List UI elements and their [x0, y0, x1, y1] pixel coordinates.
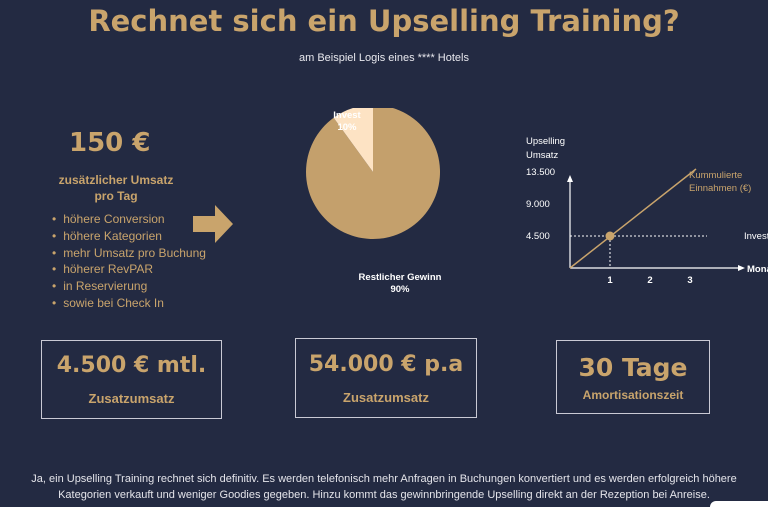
pie-slice-restlicher-gewinn	[306, 108, 440, 239]
break-even-point	[605, 231, 615, 241]
amount-desc-line2: pro Tag	[94, 189, 138, 203]
pie-label-gain-name: Restlicher Gewinn	[359, 272, 442, 283]
y-tick-label: 4.500	[526, 231, 550, 242]
annual-revenue-box: 54.000 € p.a Zusatzumsatz	[295, 338, 477, 418]
x-axis-label: Monate	[747, 264, 768, 275]
annual-revenue-label: Zusatzumsatz	[343, 389, 429, 405]
amortization-box: 30 Tage Amortisationszeit	[556, 340, 710, 414]
monthly-revenue-label: Zusatzumsatz	[88, 391, 175, 406]
daily-amount: 150 €	[69, 128, 151, 158]
x-axis-arrowhead	[738, 265, 745, 271]
corner-tab	[710, 501, 768, 507]
annual-revenue-value: 54.000 € p.a	[308, 351, 464, 377]
pie-slice-invest	[333, 108, 373, 172]
benefit-item: in Reservierung	[52, 278, 206, 295]
amortization-value: 30 Tage	[578, 352, 688, 382]
benefit-item: höhere Kategorien	[52, 228, 206, 245]
benefit-item: mehr Umsatz pro Buchung	[52, 245, 206, 262]
y-axis-label-line2: Umsatz	[526, 150, 558, 161]
y-axis-arrowhead	[567, 175, 573, 182]
amount-desc-line1: zusätzlicher Umsatz	[58, 173, 174, 187]
series-line-kummulierte-einnahmen	[569, 168, 697, 269]
arrow-right-icon	[193, 205, 233, 243]
benefits-list: höhere Conversion höhere Kategorien mehr…	[52, 211, 206, 312]
series-label-line2: Einnahmen (€)	[689, 183, 751, 194]
x-tick-label: 3	[687, 275, 692, 286]
monthly-revenue-box: 4.500 € mtl. Zusatzumsatz	[41, 340, 222, 419]
amortization-label: Amortisationszeit	[582, 387, 684, 402]
monthly-revenue-value: 4.500 € mtl.	[56, 353, 207, 378]
benefit-item: höherer RevPAR	[52, 261, 206, 278]
benefit-item: höhere Conversion	[52, 211, 206, 228]
footer-line2: Kategorien verkauft und weniger Goodies …	[58, 489, 710, 501]
series-label-line1: Kummulierte	[689, 170, 742, 181]
investition-label: Investition	[744, 231, 768, 242]
line-chart: Upselling Umsatz Monate Investition Kumm…	[526, 136, 768, 286]
pie-chart: Invest 10% Restlicher Gewinn 90%	[306, 108, 442, 295]
y-tick-label: 13.500	[526, 167, 555, 178]
benefit-item: sowie bei Check In	[52, 295, 206, 312]
footer-line1: Ja, ein Upselling Training rechnet sich …	[31, 473, 737, 485]
y-axis-label-line1: Upselling	[526, 136, 565, 147]
page-title: Rechnet sich ein Upselling Training?	[88, 4, 680, 38]
x-tick-label: 1	[607, 275, 613, 286]
pie-label-invest-value: 10%	[337, 122, 357, 133]
pie-label-invest-name: Invest	[333, 110, 361, 121]
daily-amount-description: zusätzlicher Umsatz pro Tag	[36, 172, 196, 204]
pie-label-gain-value: 90%	[390, 284, 410, 295]
page-subtitle: am Beispiel Logis eines **** Hotels	[299, 52, 469, 64]
footer-text: Ja, ein Upselling Training rechnet sich …	[10, 471, 758, 503]
x-tick-label: 2	[647, 275, 652, 286]
y-tick-label: 9.000	[526, 199, 550, 210]
